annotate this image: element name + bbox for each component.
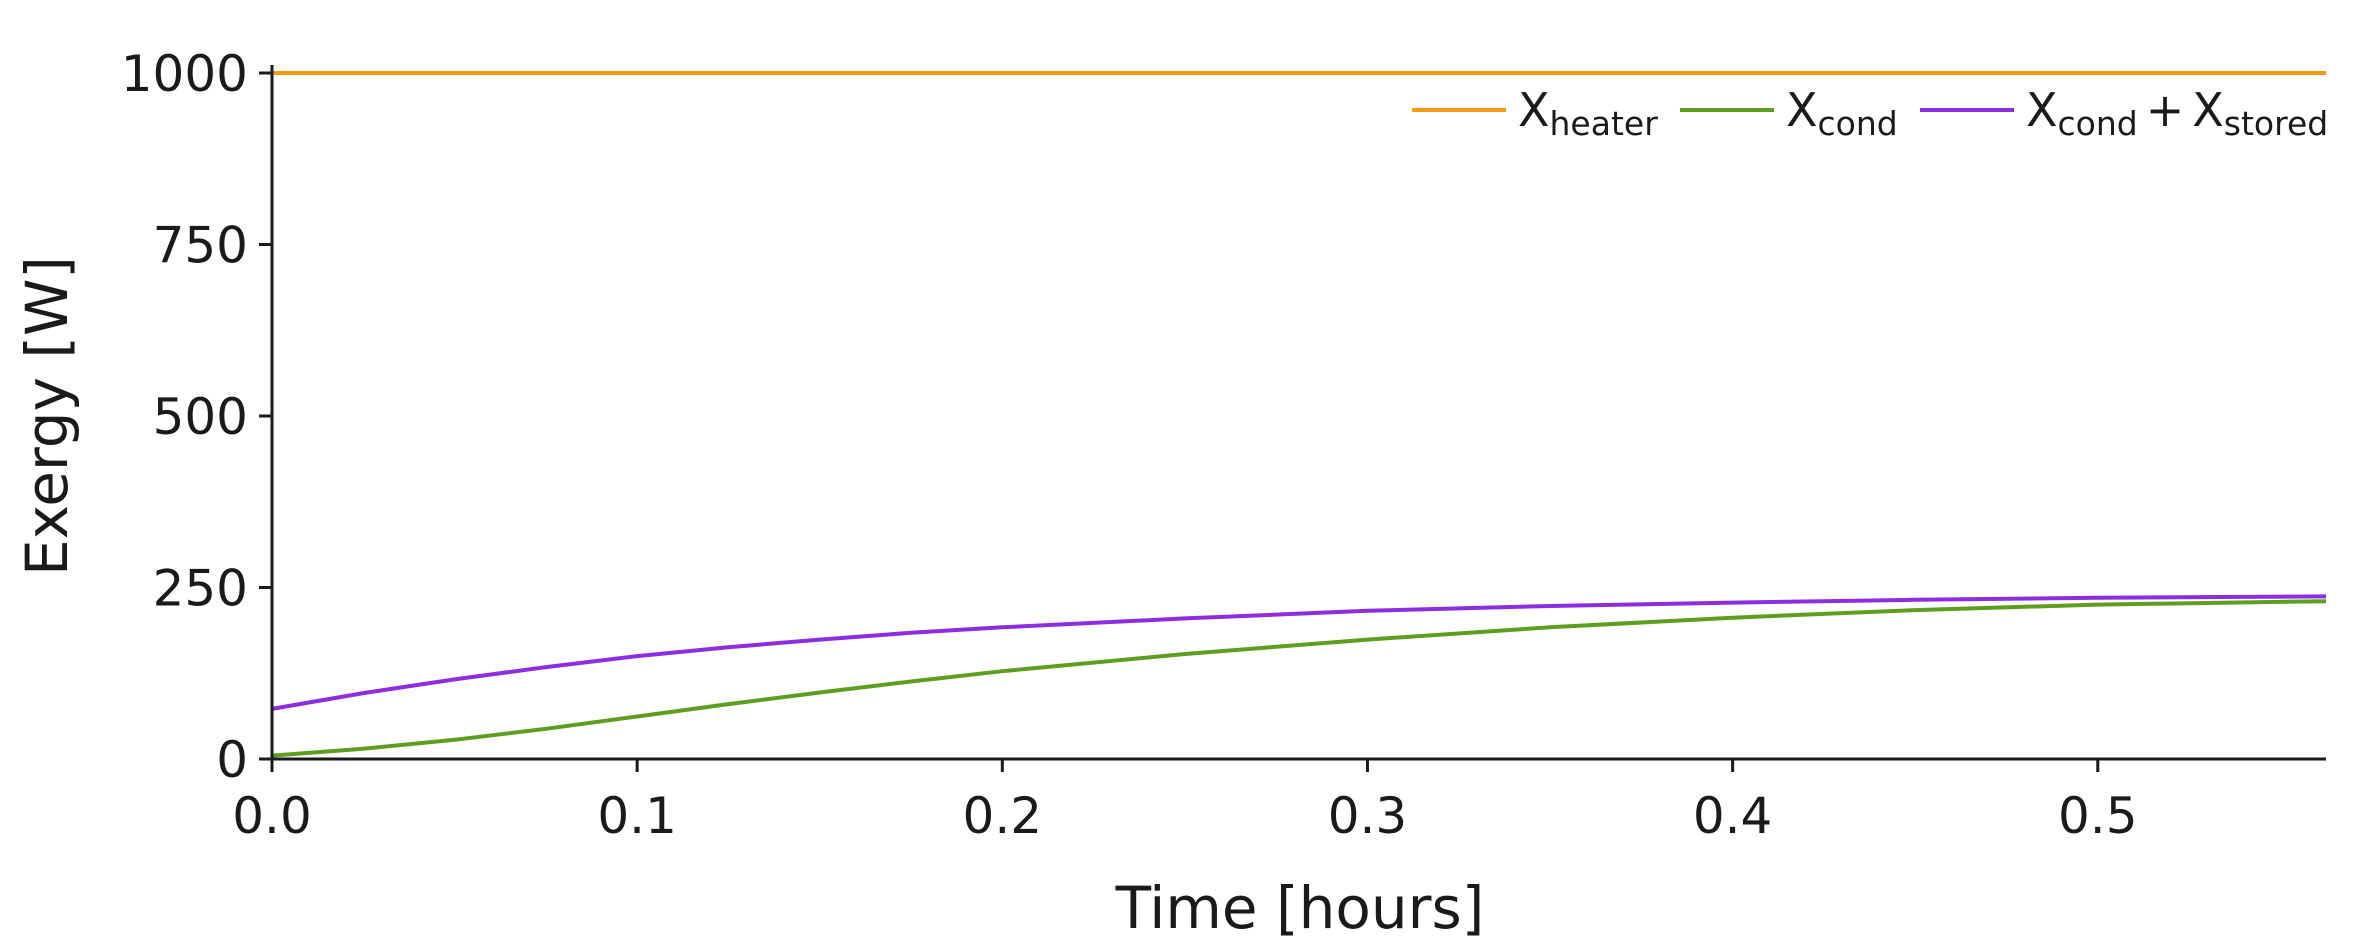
y-ticks: 0 250 500 750 1000 xyxy=(121,45,272,789)
series-line-2 xyxy=(271,599,2327,758)
y-tick-label: 1000 xyxy=(121,45,248,103)
series-line-3 xyxy=(271,594,2327,711)
axes: 0 250 500 750 1000 0.0 0.1 0.2 0.3 0.4 0.5 xyxy=(121,45,2326,845)
x-tick-label: 0.5 xyxy=(2058,787,2138,845)
legend-label: Xcond + Xstored xyxy=(2026,83,2328,143)
legend-item-3: Xcond + Xstored xyxy=(1920,83,2328,143)
plot-lines xyxy=(271,71,2327,758)
y-axis-title: Exergy [W] xyxy=(13,256,81,576)
y-tick-label: 500 xyxy=(153,388,248,446)
legend: Xheater Xcond Xcond + Xstored xyxy=(1412,83,2328,143)
x-tick-label: 0.2 xyxy=(963,787,1043,845)
legend-label: Xcond xyxy=(1786,83,1898,143)
x-tick-label: 0.1 xyxy=(597,787,677,845)
legend-item-1: Xheater xyxy=(1412,83,1658,143)
y-tick-label: 0 xyxy=(216,731,248,789)
legend-label: Xheater xyxy=(1518,83,1658,143)
y-tick-label: 750 xyxy=(153,217,248,275)
x-tick-label: 0.4 xyxy=(1693,787,1773,845)
y-tick-label: 250 xyxy=(153,560,248,618)
x-tick-label: 0.0 xyxy=(232,787,312,845)
x-axis-title: Time [hours] xyxy=(1115,874,1485,942)
x-ticks: 0.0 0.1 0.2 0.3 0.4 0.5 xyxy=(232,759,2138,845)
x-tick-label: 0.3 xyxy=(1328,787,1408,845)
legend-item-2: Xcond xyxy=(1680,83,1898,143)
